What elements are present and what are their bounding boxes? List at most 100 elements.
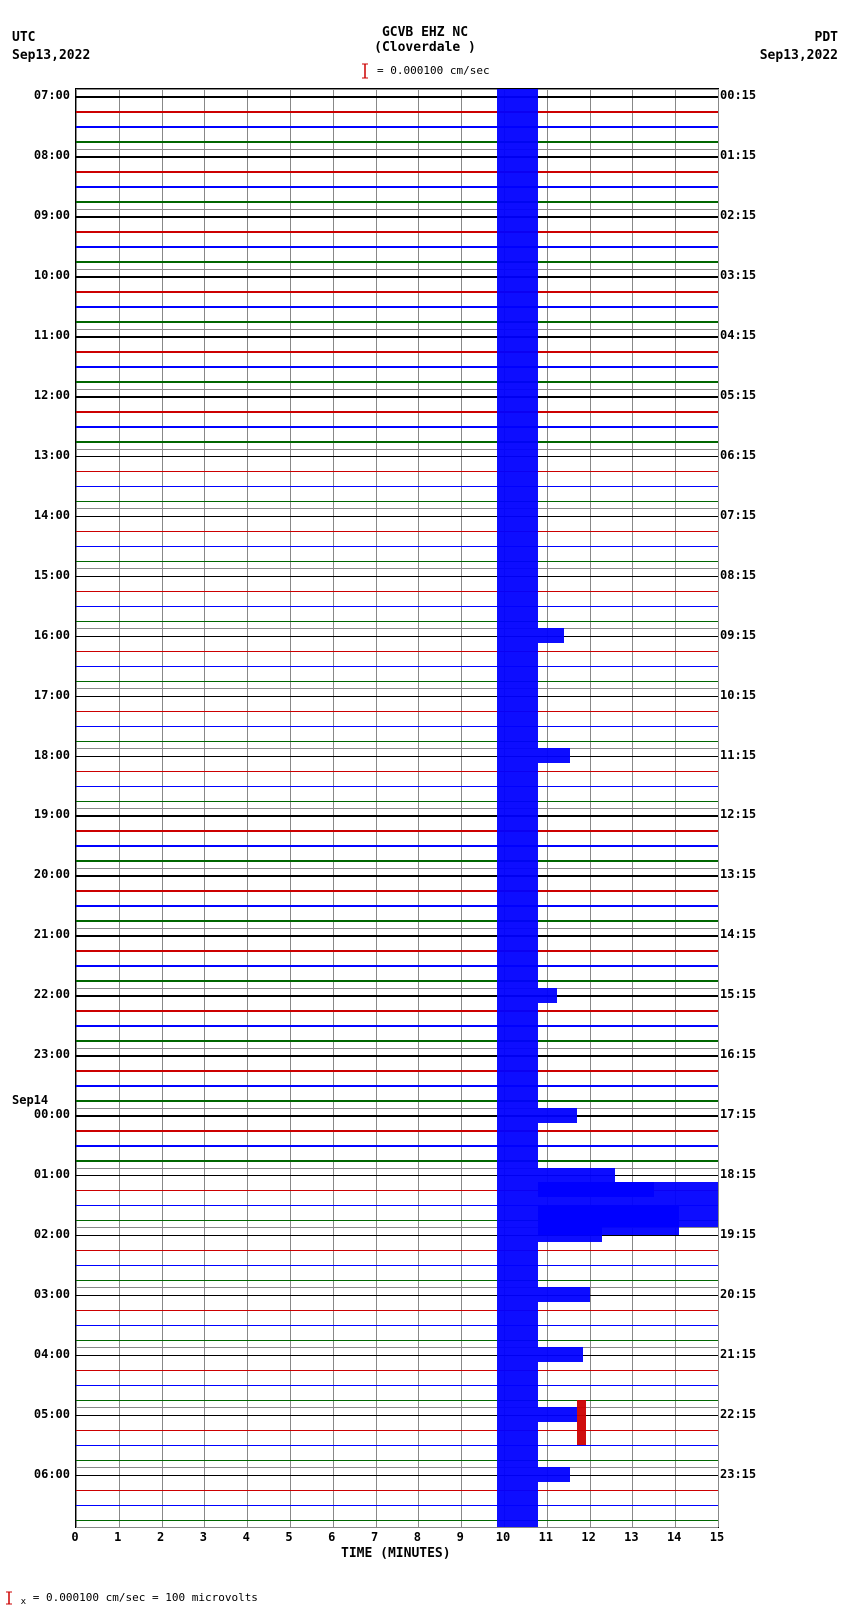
seismogram-trace xyxy=(76,786,718,788)
pdt-time-label: 19:15 xyxy=(720,1227,756,1241)
pdt-time-label: 09:15 xyxy=(720,628,756,642)
grid-line-horizontal xyxy=(76,988,718,989)
seismogram-trace xyxy=(76,336,718,338)
seismogram-trace xyxy=(76,771,718,773)
seismogram-trace xyxy=(76,546,718,548)
scale-value: = 0.000100 cm/sec xyxy=(377,64,490,77)
seismogram-trace xyxy=(76,1400,718,1402)
x-tick-label: 0 xyxy=(65,1530,85,1544)
seismogram-trace xyxy=(76,1070,718,1072)
x-tick-label: 11 xyxy=(536,1530,556,1544)
utc-time-label: 09:00 xyxy=(10,208,70,222)
x-tick-label: 7 xyxy=(365,1530,385,1544)
pdt-time-label: 05:15 xyxy=(720,388,756,402)
grid-line-horizontal xyxy=(76,389,718,390)
x-tick-label: 5 xyxy=(279,1530,299,1544)
seismogram-trace xyxy=(76,1445,718,1447)
seismogram-trace xyxy=(76,366,718,368)
seismogram-trace xyxy=(76,381,718,383)
pdt-time-label: 11:15 xyxy=(720,748,756,762)
x-tick-label: 2 xyxy=(151,1530,171,1544)
seismic-event-coda xyxy=(538,1467,570,1482)
seismogram-trace xyxy=(76,1235,718,1237)
utc-time-label: 07:00 xyxy=(10,88,70,102)
seismogram-trace xyxy=(76,1085,718,1087)
x-tick-label: 15 xyxy=(707,1530,727,1544)
pdt-time-label: 22:15 xyxy=(720,1407,756,1421)
seismogram-trace xyxy=(76,531,718,533)
seismogram-trace xyxy=(76,186,718,188)
seismogram-trace xyxy=(76,1415,718,1417)
seismogram-trace xyxy=(76,126,718,128)
grid-line-horizontal xyxy=(76,628,718,629)
seismogram-trace xyxy=(76,156,718,158)
grid-line-horizontal xyxy=(76,1407,718,1408)
seismogram-trace xyxy=(76,756,718,758)
footer-scale-sub: x xyxy=(21,1596,27,1607)
x-tick-label: 13 xyxy=(621,1530,641,1544)
grid-line-horizontal xyxy=(76,1048,718,1049)
grid-line-horizontal xyxy=(76,688,718,689)
seismogram-trace xyxy=(76,1160,718,1162)
seismogram-trace xyxy=(76,576,718,578)
seismogram-trace xyxy=(76,486,718,488)
pdt-time-label: 18:15 xyxy=(720,1167,756,1181)
x-tick-label: 12 xyxy=(579,1530,599,1544)
seismogram-trace xyxy=(76,905,718,907)
pdt-time-label: 07:15 xyxy=(720,508,756,522)
x-tick-label: 14 xyxy=(664,1530,684,1544)
station-code: GCVB EHZ NC xyxy=(0,25,850,40)
x-tick-label: 3 xyxy=(193,1530,213,1544)
pdt-time-label: 06:15 xyxy=(720,448,756,462)
utc-time-label: 15:00 xyxy=(10,568,70,582)
seismogram-trace xyxy=(76,171,718,173)
seismogram-trace xyxy=(76,561,718,563)
utc-time-label: 18:00 xyxy=(10,748,70,762)
utc-time-label: 01:00 xyxy=(10,1167,70,1181)
seismogram-trace xyxy=(76,621,718,623)
seismogram-trace xyxy=(76,591,718,593)
grid-line-horizontal xyxy=(76,1287,718,1288)
seismogram-trace xyxy=(76,860,718,862)
scale-bar-icon xyxy=(4,1591,14,1605)
seismogram-trace xyxy=(76,231,718,233)
seismogram-trace xyxy=(76,1520,718,1522)
pdt-time-label: 21:15 xyxy=(720,1347,756,1361)
seismic-event-main xyxy=(497,89,539,1527)
seismic-event-coda xyxy=(538,1347,583,1362)
seismogram-trace xyxy=(76,1460,718,1462)
grid-line-horizontal xyxy=(76,748,718,749)
grid-line-horizontal xyxy=(76,1168,718,1169)
grid-line-horizontal xyxy=(76,329,718,330)
seismogram-trace xyxy=(76,875,718,877)
seismogram-trace xyxy=(76,1340,718,1342)
seismogram-trace xyxy=(76,1325,718,1327)
grid-line-horizontal xyxy=(76,1527,718,1528)
seismogram-trace xyxy=(76,890,718,892)
utc-time-label: 11:00 xyxy=(10,328,70,342)
seismogram-trace xyxy=(76,1430,718,1432)
utc-time-label: 21:00 xyxy=(10,927,70,941)
pdt-time-label: 13:15 xyxy=(720,867,756,881)
seismogram-trace xyxy=(76,516,718,518)
seismogram-trace xyxy=(76,801,718,803)
date-left: Sep13,2022 xyxy=(12,48,90,63)
seismogram-trace xyxy=(76,1040,718,1042)
seismogram-trace xyxy=(76,965,718,967)
pdt-time-label: 15:15 xyxy=(720,987,756,1001)
footer-scale-text: = 0.000100 cm/sec = 100 microvolts xyxy=(33,1591,258,1604)
pdt-time-label: 02:15 xyxy=(720,208,756,222)
pdt-time-label: 08:15 xyxy=(720,568,756,582)
seismogram-trace xyxy=(76,291,718,293)
utc-time-label: 03:00 xyxy=(10,1287,70,1301)
grid-line-horizontal xyxy=(76,508,718,509)
seismogram-trace xyxy=(76,1130,718,1132)
seismogram-trace xyxy=(76,1100,718,1102)
grid-line-horizontal xyxy=(76,868,718,869)
utc-time-label: 13:00 xyxy=(10,448,70,462)
seismogram-trace xyxy=(76,1505,718,1507)
seismogram-trace xyxy=(76,1475,718,1477)
seismogram-trace xyxy=(76,1265,718,1267)
seismogram-trace xyxy=(76,666,718,668)
grid-line-horizontal xyxy=(76,808,718,809)
